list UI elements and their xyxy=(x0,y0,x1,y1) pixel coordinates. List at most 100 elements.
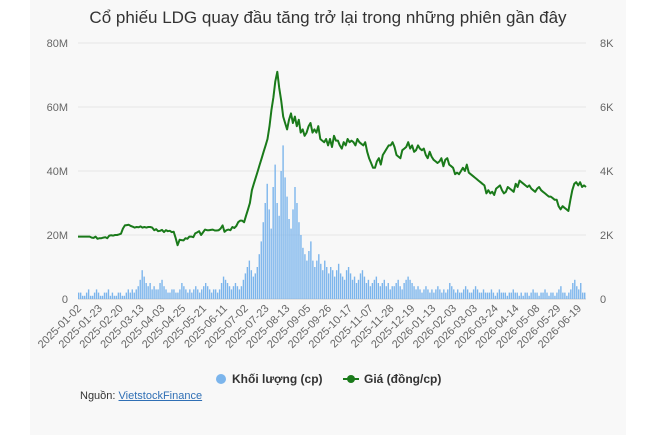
volume-bar xyxy=(584,292,586,299)
volume-bar xyxy=(252,276,255,299)
volume-bar xyxy=(278,215,280,299)
volume-bar xyxy=(185,289,187,299)
volume-bar xyxy=(476,289,479,299)
legend-volume-label[interactable]: Khối lượng (cp) xyxy=(232,372,323,386)
volume-bar xyxy=(318,254,320,299)
volume-bar xyxy=(214,289,217,299)
volume-bar xyxy=(556,292,558,299)
volume-bar xyxy=(532,289,534,299)
volume-bar xyxy=(95,289,98,299)
volume-bar xyxy=(324,260,326,299)
volume-bar xyxy=(451,286,453,299)
volume-bar xyxy=(135,289,137,299)
volume-bar xyxy=(453,289,455,299)
volume-bar xyxy=(335,270,338,299)
volume-bar xyxy=(514,292,516,299)
volume-bar xyxy=(459,292,461,299)
volume-bar xyxy=(407,276,409,299)
volume-bar xyxy=(212,289,215,299)
volume-bar xyxy=(206,286,209,299)
volume-bar xyxy=(159,283,161,299)
volume-bar xyxy=(171,289,173,299)
volume-bar xyxy=(524,292,526,299)
volume-bar xyxy=(506,295,509,299)
volume-bar xyxy=(157,289,159,299)
volume-bar xyxy=(129,292,131,299)
volume-bar xyxy=(292,209,294,299)
volume-bar xyxy=(322,270,324,299)
volume-bar xyxy=(558,289,560,299)
volume-bar xyxy=(234,283,237,299)
volume-bar xyxy=(149,283,151,299)
volume-bar xyxy=(425,286,427,299)
volume-bar xyxy=(361,270,364,299)
volume-bar xyxy=(304,254,306,299)
volume-bar xyxy=(564,292,566,299)
volume-bar xyxy=(137,286,139,299)
volume-bar xyxy=(516,292,518,299)
volume-bar xyxy=(127,289,129,299)
volume-bar xyxy=(397,279,399,299)
volume-bar xyxy=(131,289,133,299)
volume-bar xyxy=(433,292,435,299)
volume-bar xyxy=(151,289,153,299)
volume-bar xyxy=(546,292,548,299)
volume-bar xyxy=(343,279,346,299)
volume-bar xyxy=(87,289,90,299)
volume-bar xyxy=(183,286,185,299)
volume-bar xyxy=(508,292,510,299)
volume-bar xyxy=(282,145,284,299)
volume-bar xyxy=(502,292,505,299)
volume-bar xyxy=(455,292,457,299)
y-left-tick-label: 80M xyxy=(47,38,68,50)
volume-bar xyxy=(570,289,572,299)
volume-bar xyxy=(548,295,550,299)
volume-bar xyxy=(542,292,544,299)
volume-bar xyxy=(466,289,469,299)
legend-price-marker xyxy=(347,375,355,383)
volume-bar xyxy=(582,292,584,299)
volume-bar xyxy=(399,286,401,299)
volume-bar xyxy=(550,292,552,299)
volume-bar xyxy=(357,279,360,299)
volume-bar xyxy=(143,276,145,299)
volume-bar xyxy=(347,267,350,299)
volume-bar xyxy=(401,289,403,299)
volume-bar xyxy=(208,289,211,299)
volume-bar xyxy=(427,289,429,299)
volume-bar xyxy=(431,289,433,299)
volume-bar xyxy=(238,289,241,299)
volume-bar xyxy=(218,289,221,299)
volume-bar xyxy=(510,292,512,299)
volume-bar xyxy=(201,289,203,299)
volume-bar xyxy=(389,289,391,299)
y-right-tick-label: 2K xyxy=(600,230,614,242)
volume-bar xyxy=(373,279,376,299)
y-right-tick-label: 8K xyxy=(600,38,614,50)
volume-bar xyxy=(484,292,487,299)
volume-bar xyxy=(85,292,88,299)
volume-bar xyxy=(566,295,568,299)
volume-bar xyxy=(496,292,499,299)
volume-bar xyxy=(490,289,493,299)
y-right-tick-label: 0 xyxy=(600,294,606,306)
volume-bar xyxy=(93,292,96,299)
volume-bar xyxy=(83,295,86,299)
volume-bar xyxy=(320,263,322,299)
y-right-tick-label: 6K xyxy=(600,102,614,114)
volume-bar xyxy=(167,292,169,299)
volume-bar xyxy=(534,292,536,299)
grid-lines xyxy=(78,42,586,300)
volume-bar xyxy=(363,276,366,299)
source-link[interactable]: VietstockFinance xyxy=(118,390,203,402)
volume-bar xyxy=(492,292,495,299)
volume-bar xyxy=(494,295,497,299)
legend-price-label[interactable]: Giá (đồng/cp) xyxy=(364,372,441,386)
volume-bar xyxy=(107,289,110,299)
volume-bar xyxy=(365,283,368,299)
volume-bar xyxy=(272,187,274,299)
volume-bar xyxy=(216,292,219,299)
volume-bar xyxy=(576,286,578,299)
volume-bar xyxy=(298,222,300,299)
